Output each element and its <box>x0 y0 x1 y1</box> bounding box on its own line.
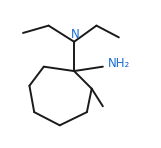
Text: NH₂: NH₂ <box>108 57 130 70</box>
Text: N: N <box>71 28 80 41</box>
